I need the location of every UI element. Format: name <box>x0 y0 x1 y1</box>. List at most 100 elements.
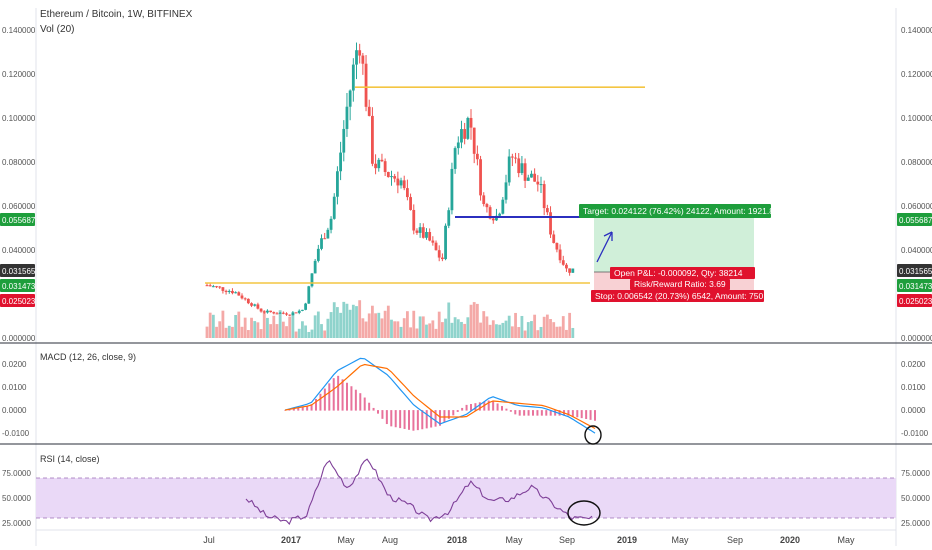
highlight-circle[interactable] <box>567 500 601 526</box>
price-tag-left: 0.031473 <box>0 279 36 292</box>
candle <box>386 171 390 178</box>
candle <box>332 193 336 220</box>
volume-bar <box>294 331 298 338</box>
volume-bar <box>475 303 479 338</box>
candle <box>520 156 524 176</box>
candle <box>530 170 533 178</box>
macd-tick-left: 0.0000 <box>2 406 27 415</box>
macd-histogram-bar <box>359 393 362 411</box>
macd-histogram-bar <box>363 397 366 411</box>
macd-histogram-bar <box>439 410 441 426</box>
candle <box>415 228 419 235</box>
candle <box>542 180 546 216</box>
candle <box>205 283 209 287</box>
candle <box>266 309 269 314</box>
macd-histogram-bar <box>461 407 464 411</box>
macd-histogram-bar <box>430 410 433 428</box>
macd-histogram-bar <box>465 404 468 411</box>
macd-histogram-bar <box>425 410 428 429</box>
candle <box>351 58 355 102</box>
candle <box>409 193 412 211</box>
macd-histogram-bar <box>328 383 331 411</box>
candle <box>536 175 540 192</box>
candle <box>472 127 476 164</box>
candle <box>463 122 467 145</box>
volume-bar <box>383 310 387 338</box>
macd-histogram-bar <box>297 407 300 411</box>
macd-histogram-bar <box>452 410 455 416</box>
volume-bar <box>355 306 358 338</box>
macd-histogram-bar <box>284 410 286 411</box>
macd-histogram-bar <box>319 393 322 411</box>
macd-histogram-bar <box>478 402 481 411</box>
volume-bar <box>310 329 314 338</box>
candle <box>533 168 537 182</box>
candle <box>485 202 489 213</box>
price-tick-label-right: 0.040000 <box>901 246 932 255</box>
highlight-circle[interactable] <box>584 425 602 445</box>
candle <box>224 289 228 295</box>
candle <box>444 223 447 261</box>
volume-bar <box>301 321 304 338</box>
rsi-tick-right: 75.0000 <box>901 469 930 478</box>
candle <box>374 154 377 175</box>
volume-bar <box>278 310 282 338</box>
candle <box>434 240 438 251</box>
candle <box>278 312 282 314</box>
rsi-tick-left: 50.0000 <box>2 494 31 503</box>
macd-histogram-bar <box>549 410 552 416</box>
volume-bar <box>316 311 320 338</box>
macd-histogram-bar <box>527 410 530 416</box>
macd-histogram-bar <box>532 410 534 416</box>
candle <box>307 285 311 304</box>
candle <box>425 228 428 240</box>
arrow-head-icon <box>603 231 613 241</box>
volume-bar <box>460 321 463 338</box>
volume-bar <box>440 322 444 338</box>
volume-bar <box>472 302 476 338</box>
candle <box>234 291 238 294</box>
price-tick-label-left: 0.140000 <box>2 26 36 35</box>
volume-bar <box>313 315 317 338</box>
volume-bar <box>482 311 486 338</box>
volume-bar <box>469 304 473 338</box>
candle <box>437 245 441 262</box>
macd-histogram-bar <box>580 410 583 419</box>
macd-histogram-bar <box>434 410 437 427</box>
candle <box>565 263 568 272</box>
volume-bar <box>208 312 212 338</box>
candle <box>539 176 543 194</box>
macd-histogram-bar <box>323 388 326 411</box>
svg-text:0.031565: 0.031565 <box>899 267 932 276</box>
macd-histogram-bar <box>416 410 419 431</box>
volume-bar <box>437 311 441 338</box>
target-zone[interactable] <box>594 216 754 272</box>
candle <box>211 284 215 288</box>
price-tag-right: 0.031473 <box>897 279 932 292</box>
pnl-risk-stop-label: Open P&L: -0.000092, Qty: 38214Risk/Rewa… <box>591 267 764 302</box>
macd-histogram-bar <box>474 403 477 411</box>
volume-bar <box>367 313 371 338</box>
macd-histogram-bar <box>594 410 596 421</box>
candle <box>517 153 521 178</box>
volume-bar <box>501 322 505 338</box>
volume-bar <box>549 319 552 338</box>
volume-bar <box>479 322 482 338</box>
svg-text:0.055687: 0.055687 <box>2 216 36 225</box>
volume-bar <box>431 320 435 338</box>
volume-bar <box>348 309 352 338</box>
macd-histogram-bar <box>536 410 539 416</box>
volume-bar <box>307 331 311 338</box>
volume-bar <box>539 326 543 338</box>
volume-bar <box>571 327 575 338</box>
volume-bar <box>351 304 355 338</box>
macd-histogram-bar <box>567 410 570 416</box>
time-axis-label: Jul <box>203 535 215 545</box>
candle <box>240 293 244 300</box>
candle <box>383 158 387 176</box>
candle <box>329 216 333 234</box>
candle <box>412 204 416 235</box>
volume-bar <box>507 315 511 338</box>
volume-bar <box>227 325 231 338</box>
